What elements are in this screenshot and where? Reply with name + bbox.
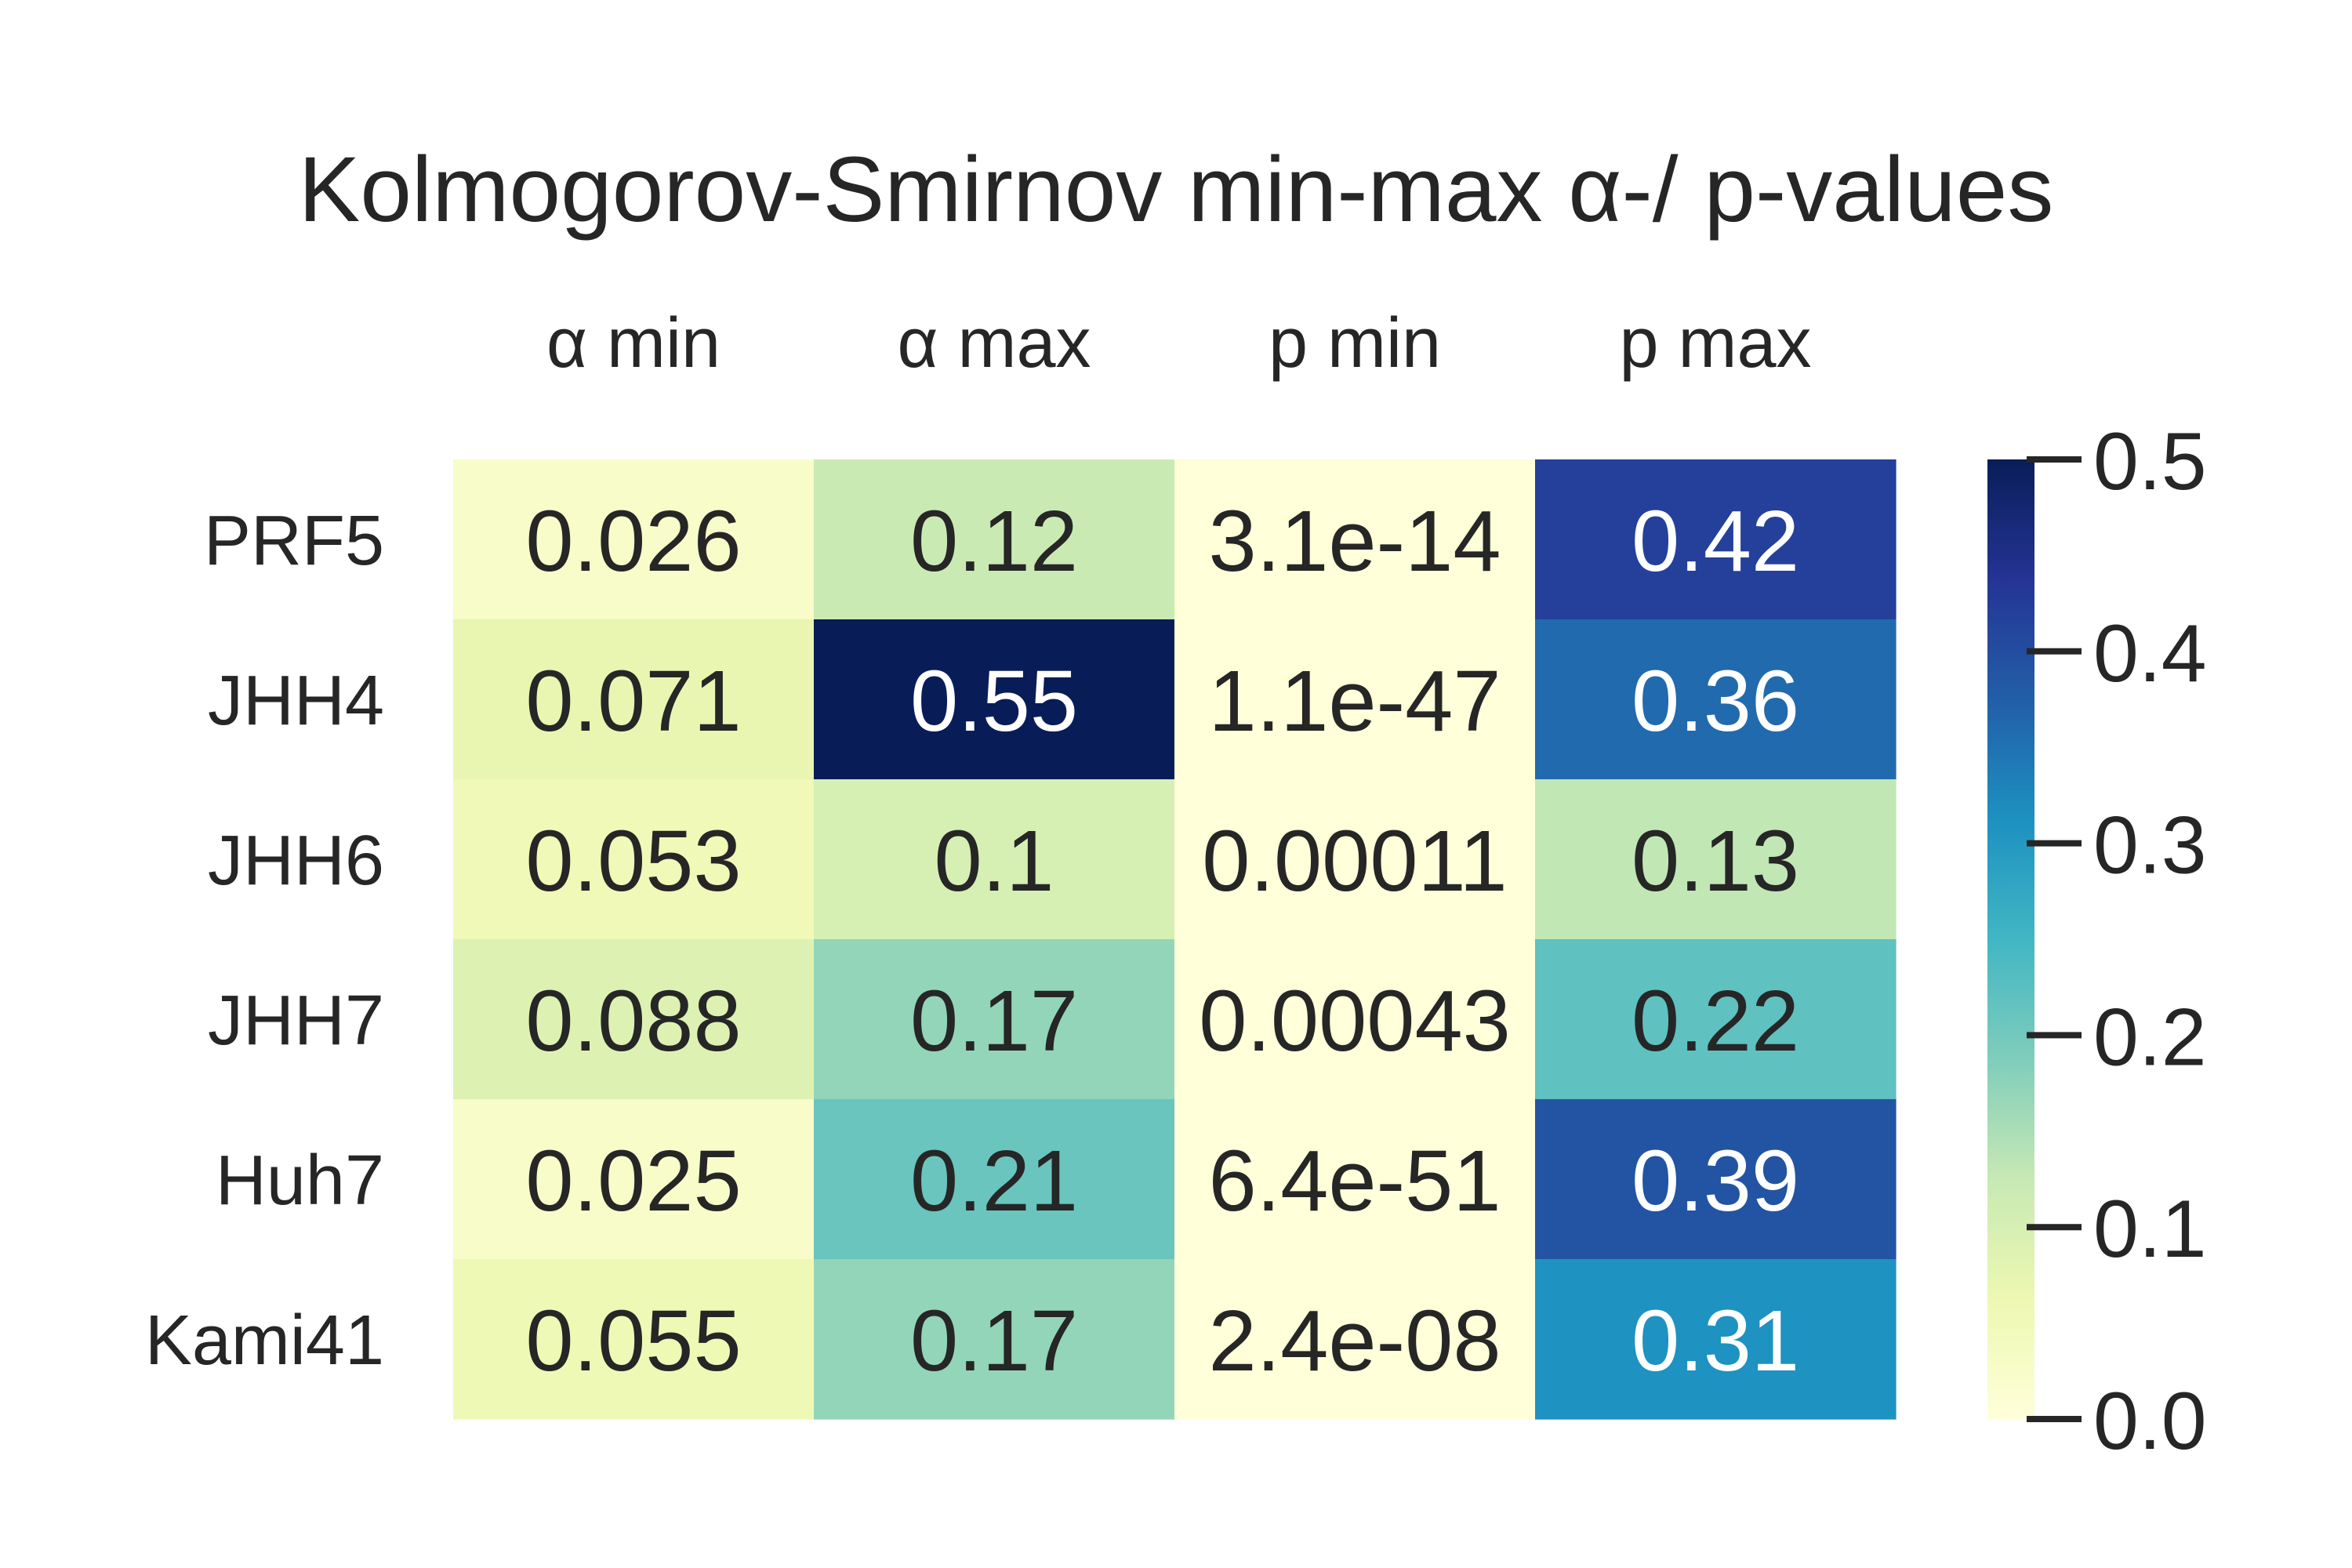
heatmap-cell-jhh6-col0 xyxy=(453,779,815,940)
row-label: JHH7 xyxy=(208,982,384,1060)
cell-value-label: 6.4e-51 xyxy=(1208,1133,1501,1229)
heatmap-cell-prf5-col2 xyxy=(1174,459,1536,620)
heatmap-cell-jhh6-col1 xyxy=(814,779,1175,940)
row-label: JHH4 xyxy=(208,662,384,740)
heatmap-cell-jhh4-col3 xyxy=(1535,619,1896,780)
heatmap-cell-prf5-col1 xyxy=(814,459,1175,620)
cell-value-label: 0.053 xyxy=(525,813,741,909)
cell-value-label: 0.088 xyxy=(525,973,741,1069)
cell-value-label: 0.13 xyxy=(1632,813,1799,909)
heatmap-cell-kami41-col1 xyxy=(814,1259,1175,1420)
heatmap-cell-jhh7-col1 xyxy=(814,939,1175,1100)
cell-value-label: 1.1e-47 xyxy=(1208,653,1501,750)
colorbar-tick-label: 0.0 xyxy=(2093,1376,2207,1467)
cell-value-label: 0.31 xyxy=(1632,1293,1799,1389)
heatmap-cell-jhh6-col2 xyxy=(1174,779,1536,940)
heatmap-cell-huh7-col2 xyxy=(1174,1099,1536,1260)
heatmap-cell-jhh4-col1 xyxy=(814,619,1175,780)
cell-value-label: 0.22 xyxy=(1632,973,1799,1069)
cell-value-label: 0.071 xyxy=(525,653,741,750)
cell-value-label: 0.00043 xyxy=(1199,973,1511,1069)
colorbar-tick-label: 0.3 xyxy=(2093,800,2207,891)
cell-value-label: 0.39 xyxy=(1632,1133,1799,1229)
row-label: Huh7 xyxy=(216,1142,384,1220)
heatmap-cell-jhh6-col3 xyxy=(1535,779,1896,940)
row-labels: PRF5 JHH4 JHH6 JHH7 Huh7 Kami41 xyxy=(145,502,384,1380)
column-labels: α min α max p min p max xyxy=(546,304,1812,383)
heatmap-cell-huh7-col0 xyxy=(453,1099,815,1260)
colorbar-tick-label: 0.2 xyxy=(2093,992,2207,1083)
colorbar-tick-label: 0.5 xyxy=(2093,416,2207,507)
cell-value-label: 0.42 xyxy=(1632,493,1799,590)
colorbar-tick-label: 0.1 xyxy=(2093,1184,2207,1275)
cell-value-label: 0.026 xyxy=(525,493,741,590)
cell-value-label: 0.17 xyxy=(910,1293,1078,1389)
column-label: p max xyxy=(1619,304,1811,383)
cell-annotations: 0.026 0.12 3.1e-14 0.42 0.071 0.55 1.1e-47 0.36… xyxy=(525,493,1799,1389)
column-label: p min xyxy=(1269,304,1441,383)
heatmap-cell-huh7-col3 xyxy=(1535,1099,1896,1260)
heatmap-cell-kami41-col2 xyxy=(1174,1259,1536,1420)
column-label: α min xyxy=(546,304,720,383)
heatmap-cell-jhh4-col2 xyxy=(1174,619,1536,780)
cell-value-label: 0.00011 xyxy=(1202,813,1507,909)
heatmap-cell-jhh7-col3 xyxy=(1535,939,1896,1100)
row-label: Kami41 xyxy=(145,1301,384,1380)
row-label: JHH6 xyxy=(208,822,384,900)
cell-value-label: 0.36 xyxy=(1632,653,1799,750)
cell-value-label: 0.1 xyxy=(935,813,1054,909)
cell-value-label: 0.17 xyxy=(910,973,1078,1069)
heatmap-cell-kami41-col3 xyxy=(1535,1259,1896,1420)
heatmap-cell-prf5-col3 xyxy=(1535,459,1896,620)
colorbar-tick-label: 0.4 xyxy=(2093,608,2207,699)
heatmap-cells xyxy=(453,459,1896,1420)
heatmap-cell-jhh7-col2 xyxy=(1174,939,1536,1100)
cell-value-label: 0.055 xyxy=(525,1293,741,1389)
heatmap-cell-prf5-col0 xyxy=(453,459,815,620)
cell-value-label: 3.1e-14 xyxy=(1208,493,1501,590)
cell-value-label: 0.55 xyxy=(910,653,1078,750)
heatmap-cell-jhh7-col0 xyxy=(453,939,815,1100)
heatmap-cell-jhh4-col0 xyxy=(453,619,815,780)
colorbar-gradient xyxy=(1987,459,2034,1419)
heatmap-cell-kami41-col0 xyxy=(453,1259,815,1420)
row-label: PRF5 xyxy=(204,502,384,580)
heatmap-cell-huh7-col1 xyxy=(814,1099,1175,1260)
chart-title: Kolmogorov-Smirnov min-max α-/ p-values xyxy=(299,138,2054,241)
cell-value-label: 2.4e-08 xyxy=(1208,1293,1501,1389)
cell-value-label: 0.21 xyxy=(910,1133,1078,1229)
cell-value-label: 0.12 xyxy=(910,493,1078,590)
cell-value-label: 0.025 xyxy=(525,1133,741,1229)
column-label: α max xyxy=(897,304,1091,383)
colorbar: 0.0 0.1 0.2 0.3 0.4 0.5 xyxy=(1987,416,2207,1467)
